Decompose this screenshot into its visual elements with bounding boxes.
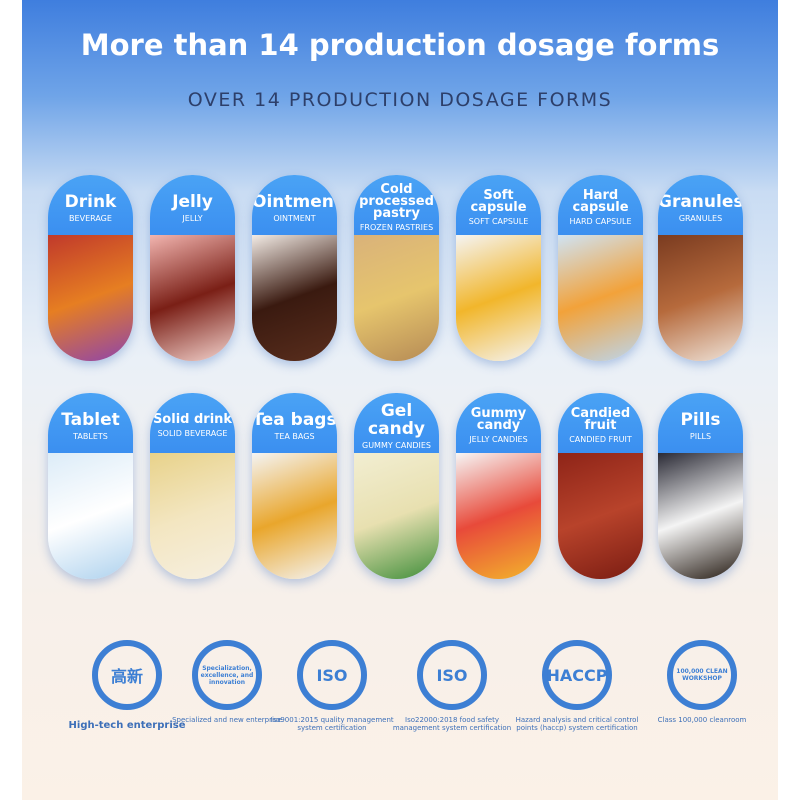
- form-subtitle: TEA BAGS: [274, 432, 315, 441]
- card-header: Ointment OINTMENT: [252, 175, 337, 235]
- cert-badge-icon: 100,000 CLEAN WORKSHOP: [667, 640, 737, 710]
- dosage-form-card: Gel candy GUMMY CANDIES: [354, 393, 439, 579]
- form-title: Solid drink: [152, 412, 233, 427]
- card-header: Jelly JELLY: [150, 175, 235, 235]
- dosage-form-card: Hard capsule HARD CAPSULE: [558, 175, 643, 361]
- form-subtitle: JELLY CANDIES: [469, 435, 528, 444]
- product-photo: [48, 453, 133, 579]
- form-subtitle: PILLS: [689, 432, 712, 441]
- form-title: Tablet: [61, 410, 120, 430]
- form-title: Tea bags: [252, 410, 337, 430]
- card-header: Tea bags TEA BAGS: [252, 393, 337, 453]
- cert-label: High-tech enterprise: [68, 720, 186, 731]
- form-subtitle: CANDIED FRUIT: [569, 435, 632, 444]
- form-subtitle: SOFT CAPSULE: [468, 217, 529, 226]
- card-header: Cold processed pastry FROZEN PASTRIES: [354, 175, 439, 235]
- form-title: Jelly: [172, 192, 213, 212]
- product-photo: [456, 453, 541, 579]
- card-header: Gel candy GUMMY CANDIES: [354, 393, 439, 453]
- card-header: Solid drink SOLID BEVERAGE: [150, 393, 235, 453]
- form-subtitle: JELLY: [182, 214, 203, 223]
- cert-badge-icon: ISO: [297, 640, 367, 710]
- form-subtitle: OINTMENT: [273, 214, 316, 223]
- dosage-form-card: Jelly JELLY: [150, 175, 235, 361]
- dosage-form-card: Tablet TABLETS: [48, 393, 133, 579]
- dosage-form-card: Cold processed pastry FROZEN PASTRIES: [354, 175, 439, 361]
- product-photo: [150, 453, 235, 579]
- product-photo: [252, 235, 337, 361]
- cert-badge-icon: Specialization, excellence, and innovati…: [192, 640, 262, 710]
- product-photo: [150, 235, 235, 361]
- cert-label: Specialized and new enterprise: [172, 716, 282, 724]
- form-title: Soft capsule: [470, 188, 527, 215]
- cert-badge-icon: HACCP: [542, 640, 612, 710]
- form-subtitle: HARD CAPSULE: [569, 217, 632, 226]
- dosage-form-card: Drink BEVERAGE: [48, 175, 133, 361]
- product-photo: [658, 235, 743, 361]
- form-title: Cold processed pastry: [359, 182, 434, 221]
- cert-label: Hazard analysis and critical control poi…: [515, 716, 639, 732]
- page: More than 14 production dosage forms OVE…: [22, 0, 778, 800]
- card-header: Tablet TABLETS: [48, 393, 133, 453]
- dosage-form-card: Pills PILLS: [658, 393, 743, 579]
- card-header: Candied fruit CANDIED FRUIT: [558, 393, 643, 453]
- card-header: Drink BEVERAGE: [48, 175, 133, 235]
- product-photo: [252, 453, 337, 579]
- form-title: Ointment: [252, 192, 337, 212]
- form-subtitle: TABLETS: [73, 432, 108, 441]
- page-subtitle: OVER 14 PRODUCTION DOSAGE FORMS: [187, 89, 613, 111]
- cert-badge-icon: ISO: [417, 640, 487, 710]
- dosage-form-card: Solid drink SOLID BEVERAGE: [150, 393, 235, 579]
- card-header: Granules GRANULES: [658, 175, 743, 235]
- form-subtitle: GRANULES: [678, 214, 723, 223]
- dosage-form-card: Tea bags TEA BAGS: [252, 393, 337, 579]
- form-subtitle: FROZEN PASTRIES: [359, 223, 434, 232]
- card-header: Pills PILLS: [658, 393, 743, 453]
- product-photo: [354, 235, 439, 361]
- dosage-form-card: Ointment OINTMENT: [252, 175, 337, 361]
- cert-badge-icon: 高新: [92, 640, 162, 710]
- form-title: Granules: [658, 192, 743, 212]
- dosage-form-card: Gummy candy JELLY CANDIES: [456, 393, 541, 579]
- product-photo: [456, 235, 541, 361]
- product-photo: [354, 453, 439, 579]
- form-title: Pills: [680, 410, 721, 430]
- dosage-form-card: Soft capsule SOFT CAPSULE: [456, 175, 541, 361]
- card-header: Gummy candy JELLY CANDIES: [456, 393, 541, 453]
- cert-label: Iso9001:2015 quality management system c…: [270, 716, 394, 732]
- cert-label: Class 100,000 cleanroom: [657, 716, 747, 724]
- form-title: Gummy candy: [470, 406, 527, 433]
- product-photo: [658, 453, 743, 579]
- form-title: Drink: [64, 192, 117, 212]
- card-header: Hard capsule HARD CAPSULE: [558, 175, 643, 235]
- form-title: Gel candy: [368, 401, 425, 439]
- dosage-form-card: Granules GRANULES: [658, 175, 743, 361]
- form-subtitle: BEVERAGE: [69, 214, 112, 223]
- product-photo: [558, 453, 643, 579]
- form-subtitle: SOLID BEVERAGE: [157, 429, 228, 438]
- cert-label: Iso22000:2018 food safety management sys…: [392, 716, 512, 732]
- form-title: Candied fruit: [570, 406, 631, 433]
- form-subtitle: GUMMY CANDIES: [362, 441, 431, 450]
- product-photo: [48, 235, 133, 361]
- page-title: More than 14 production dosage forms: [80, 28, 720, 62]
- product-photo: [558, 235, 643, 361]
- form-title: Hard capsule: [572, 188, 629, 215]
- card-header: Soft capsule SOFT CAPSULE: [456, 175, 541, 235]
- dosage-form-card: Candied fruit CANDIED FRUIT: [558, 393, 643, 579]
